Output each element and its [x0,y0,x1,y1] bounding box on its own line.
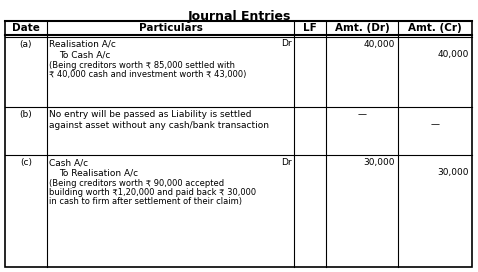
Text: —: — [431,120,439,129]
Text: —: — [358,110,367,119]
Text: Particulars: Particulars [139,23,203,33]
Text: Amt. (Dr): Amt. (Dr) [335,23,390,33]
Text: 30,000: 30,000 [363,158,395,167]
Text: LF: LF [303,23,317,33]
Text: Date: Date [12,23,40,33]
Text: Dr: Dr [282,39,292,48]
Text: 40,000: 40,000 [438,50,469,59]
Text: 40,000: 40,000 [364,39,395,48]
Text: No entry will be passed as Liability is settled: No entry will be passed as Liability is … [49,110,251,119]
Text: building worth ₹1,20,000 and paid back ₹ 30,000: building worth ₹1,20,000 and paid back ₹… [49,188,256,197]
Text: (Being creditors worth ₹ 90,000 accepted: (Being creditors worth ₹ 90,000 accepted [49,179,224,188]
Text: ₹ 40,000 cash and investment worth ₹ 43,000): ₹ 40,000 cash and investment worth ₹ 43,… [49,70,246,79]
Text: To Cash A/c: To Cash A/c [59,50,110,59]
Text: against asset without any cash/bank transaction: against asset without any cash/bank tran… [49,120,269,129]
Text: Cash A/c: Cash A/c [49,158,88,167]
Text: Amt. (Cr): Amt. (Cr) [408,23,462,33]
Text: in cash to firm after settlement of their claim): in cash to firm after settlement of thei… [49,197,242,206]
Text: (b): (b) [20,110,33,119]
Text: (a): (a) [20,39,32,48]
Text: 30,000: 30,000 [437,168,469,178]
Text: (c): (c) [20,158,32,167]
Text: Dr: Dr [282,158,292,167]
Text: To Realisation A/c: To Realisation A/c [59,168,138,178]
Text: Journal Entries: Journal Entries [187,10,291,23]
Text: Realisation A/c: Realisation A/c [49,39,116,48]
Text: (Being creditors worth ₹ 85,000 settled with: (Being creditors worth ₹ 85,000 settled … [49,60,235,70]
